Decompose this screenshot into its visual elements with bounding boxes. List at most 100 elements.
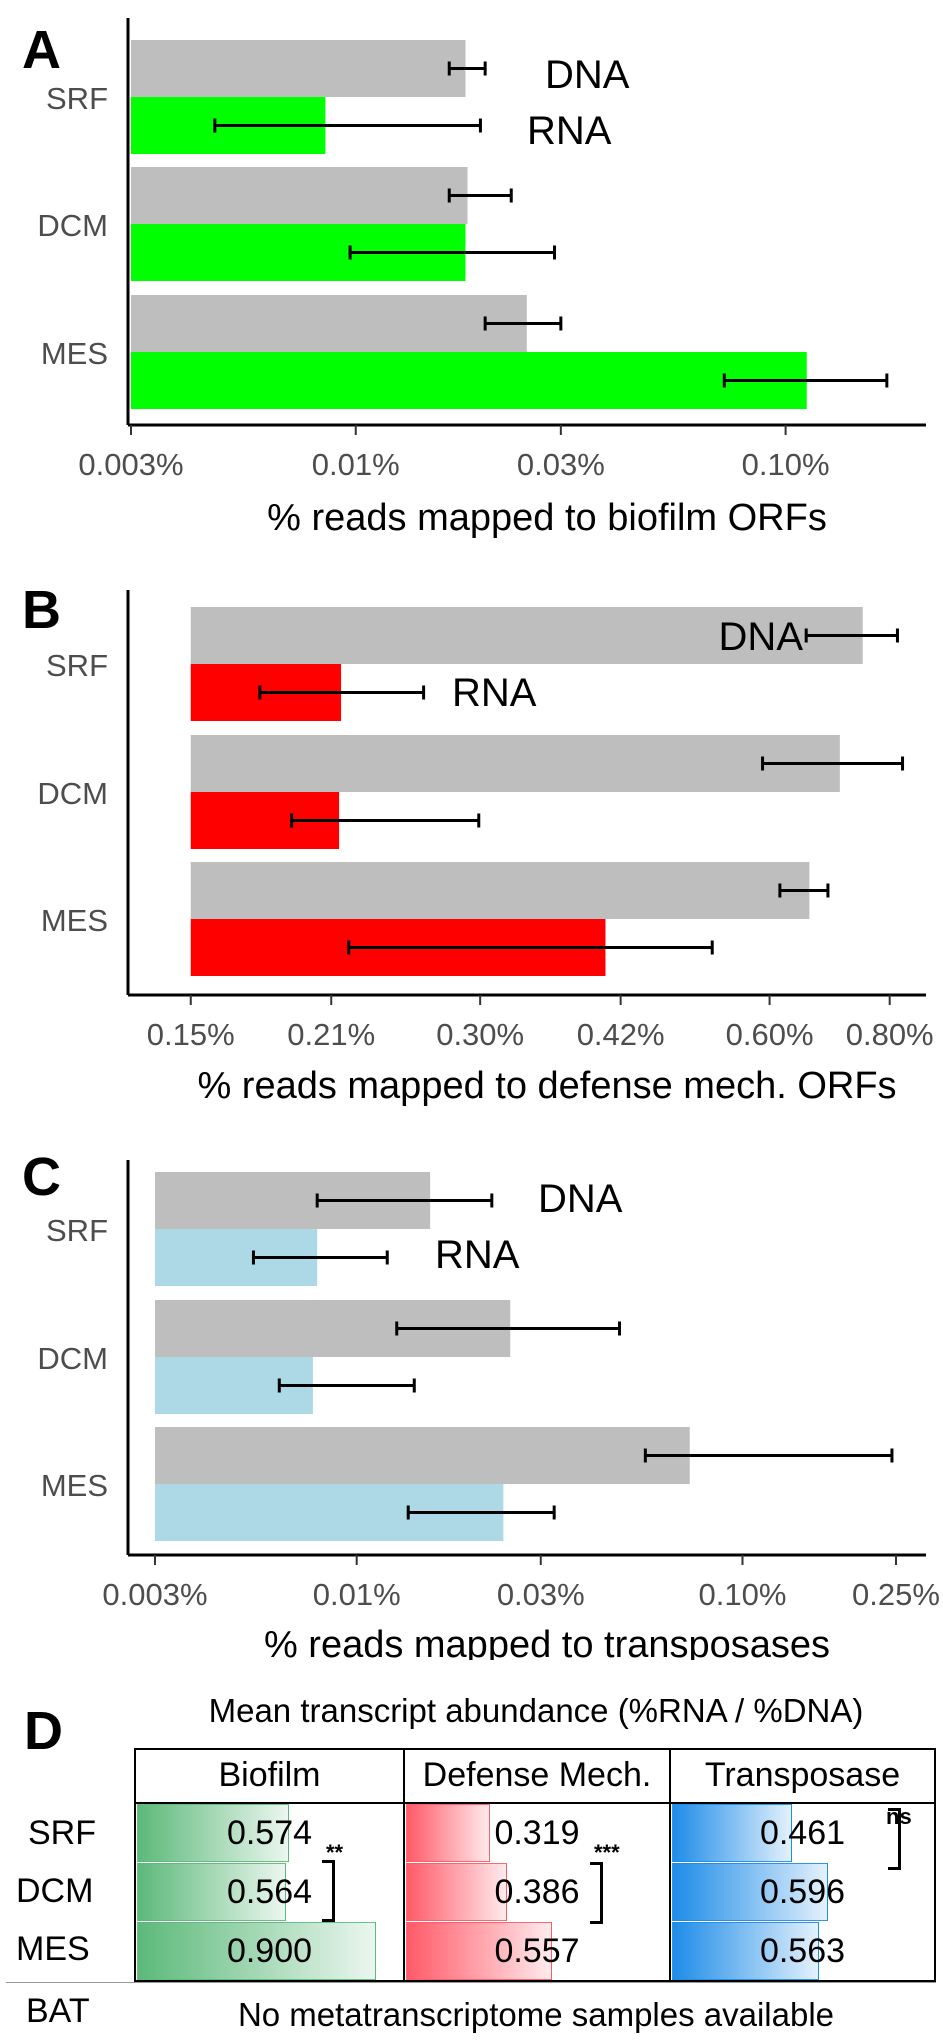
bar-dna-dcm: [131, 167, 468, 224]
panel-letter: A: [22, 20, 61, 80]
bat-note: No metatranscriptome samples available: [237, 1996, 835, 2033]
table-cell: 0.319: [406, 1804, 668, 1862]
table-cell: 0.564: [137, 1863, 402, 1921]
cell-value: 0.900: [226, 1932, 313, 1970]
table-cell: 0.900: [137, 1922, 402, 1980]
cell-fill-bar: [672, 1922, 819, 1980]
cell-value: 0.574: [226, 1814, 313, 1852]
panel-d-letter: D: [24, 1701, 63, 1761]
series-label-rna: RNA: [527, 109, 612, 153]
row-header-dcm: DCM: [16, 1872, 94, 1910]
panel-c: C 0.003% 0.01% 0.03% 0.10% 0.25% % reads mappe…: [22, 1147, 940, 1660]
col-header-transposase: Transposase: [704, 1756, 901, 1794]
x-tick-label: 0.10%: [742, 447, 830, 482]
category-label-dcm: DCM: [37, 776, 108, 811]
x-tick-label: 0.03%: [497, 1577, 585, 1612]
x-tick-label: 0.01%: [312, 447, 400, 482]
cell-value: 0.563: [759, 1932, 846, 1970]
bar-dna-mes: [131, 295, 527, 352]
x-tick-label: 0.30%: [436, 1017, 524, 1052]
panel-a: A 0.003% 0.01% 0.03% 0.10% % reads mapped to …: [22, 18, 926, 539]
x-tick-label: 0.25%: [852, 1577, 940, 1612]
table-right-line: [934, 1748, 936, 1982]
x-axis-title: % reads mapped to transposases: [264, 1624, 830, 1660]
cell-fill-bar: [406, 1804, 490, 1862]
panel-b: B 0.15% 0.21% 0.30% 0.42% 0.60% 0.80% % reads m…: [22, 580, 934, 1107]
panel-d-title: Mean transcript abundance (%RNA / %DNA): [208, 1692, 864, 1729]
row-header-mes: MES: [16, 1930, 90, 1968]
col-divider-2: [669, 1748, 671, 1982]
sig-bracket-transposase: [888, 1808, 901, 1870]
bar-dna-mes: [154, 1427, 690, 1484]
panel-letter: C: [22, 1147, 61, 1207]
cell-value: 0.557: [494, 1932, 580, 1970]
category-label-srf: SRF: [46, 1213, 108, 1248]
table-cell: 0.557: [406, 1922, 668, 1980]
cell-value: 0.596: [759, 1873, 846, 1911]
cell-fill-bar: [672, 1863, 828, 1921]
category-label-mes: MES: [41, 1468, 108, 1503]
series-label-dna: DNA: [545, 53, 630, 97]
table-bottom-line: [134, 1980, 936, 1982]
category-label-srf: SRF: [46, 81, 108, 116]
x-tick-label: 0.15%: [147, 1017, 235, 1052]
col-divider-1: [403, 1748, 405, 1982]
x-tick-label: 0.60%: [726, 1017, 814, 1052]
table-left-line: [134, 1748, 136, 1982]
x-tick-label: 0.01%: [313, 1577, 401, 1612]
x-tick-label: 0.42%: [577, 1017, 665, 1052]
category-label-dcm: DCM: [37, 1341, 108, 1376]
x-axis-title: % reads mapped to biofilm ORFs: [267, 497, 827, 539]
table-cell: 0.386: [406, 1863, 668, 1921]
category-label-mes: MES: [41, 903, 108, 938]
table-cell: 0.596: [672, 1863, 933, 1921]
bar-dna-dcm: [190, 735, 840, 792]
cell-fill-bar: [137, 1863, 287, 1921]
bar-dna-srf: [131, 40, 466, 97]
x-tick-label: 0.003%: [102, 1577, 207, 1612]
cell-fill-bar: [137, 1804, 290, 1862]
cell-fill-bar: [137, 1922, 376, 1980]
bar-dna-mes: [190, 862, 810, 919]
row-header-srf: SRF: [28, 1814, 96, 1852]
cell-value: 0.386: [494, 1873, 580, 1911]
x-tick-label: 0.80%: [846, 1017, 934, 1052]
category-label-mes: MES: [41, 336, 108, 371]
x-tick-label: 0.03%: [517, 447, 605, 482]
category-label-srf: SRF: [46, 648, 108, 683]
sig-bracket-defense: [590, 1862, 603, 1924]
series-label-dna: DNA: [538, 1177, 623, 1221]
x-tick-label: 0.21%: [287, 1017, 375, 1052]
table-cell: 0.563: [672, 1922, 933, 1980]
panel-letter: B: [22, 580, 61, 640]
panel-d-table: D Mean transcript abundance (%RNA / %DNA…: [6, 1680, 936, 2036]
table-cell: 0.461: [672, 1804, 933, 1862]
cell-fill-bar: [672, 1804, 793, 1862]
figure-panels-abc: A 0.003% 0.01% 0.03% 0.10% % reads mapped to …: [22, 18, 940, 1660]
col-header-biofilm: Biofilm: [218, 1756, 321, 1794]
cell-value: 0.319: [494, 1814, 580, 1852]
cell-value: 0.564: [226, 1873, 313, 1911]
col-header-defense: Defense Mech.: [422, 1756, 652, 1794]
x-axis-title: % reads mapped to defense mech. ORFs: [197, 1065, 896, 1107]
cell-value: 0.461: [759, 1814, 846, 1852]
sig-label-defense: ***: [594, 1840, 620, 1865]
x-tick-label: 0.10%: [699, 1577, 787, 1612]
header-top-line: [134, 1748, 936, 1750]
bat-top-line: [6, 1982, 936, 1983]
category-label-dcm: DCM: [37, 208, 108, 243]
bar-rna-mes: [131, 352, 807, 409]
cell-fill-bar: [406, 1922, 552, 1980]
sig-label-transposase: ns: [886, 1804, 912, 1829]
series-label-dna: DNA: [719, 615, 804, 659]
row-header-bat: BAT: [26, 1992, 90, 2030]
cell-fill-bar: [406, 1863, 508, 1921]
header-bottom-line: [134, 1802, 936, 1804]
bar-dna-srf: [190, 607, 863, 664]
x-tick-label: 0.003%: [78, 447, 183, 482]
sig-bracket-biofilm: [322, 1860, 335, 1922]
series-label-rna: RNA: [435, 1233, 520, 1277]
table-cell: 0.574: [137, 1804, 402, 1862]
sig-label-biofilm: **: [326, 1840, 344, 1865]
series-label-rna: RNA: [452, 671, 537, 715]
